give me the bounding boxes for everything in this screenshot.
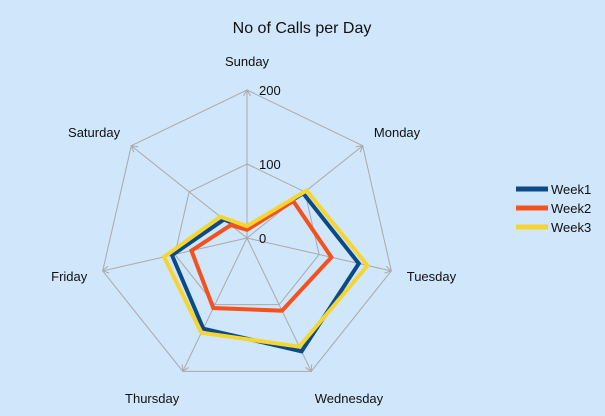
category-label-friday: Friday: [51, 269, 88, 284]
spoke-thursday: [182, 237, 248, 372]
spoke-arrow-sunday: [243, 89, 251, 97]
legend: Week1 Week2 Week3: [516, 182, 591, 235]
series-layer: [161, 187, 371, 354]
spoke-arrow-thursday: [181, 364, 189, 373]
spoke-arrow-wednesday: [305, 364, 313, 373]
series-week3: [161, 187, 371, 349]
grid-ring-1: [174, 163, 320, 306]
category-label-monday: Monday: [374, 125, 421, 140]
legend-label-week2: Week2: [551, 201, 591, 216]
spoke-arrow-monday: [355, 145, 364, 153]
category-label-tuesday: Tuesday: [407, 269, 457, 284]
tick-label: 200: [259, 83, 281, 98]
chart-title: No of Calls per Day: [233, 20, 372, 37]
tick-label: 100: [259, 157, 281, 172]
category-label-saturday: Saturday: [68, 125, 121, 140]
spoke-arrow-saturday: [130, 145, 139, 153]
category-label-thursday: Thursday: [125, 391, 180, 406]
grid-ring-2: [102, 89, 392, 372]
legend-label-week3: Week3: [551, 220, 591, 235]
series-week2: [189, 198, 334, 313]
tick-label: 0: [259, 231, 266, 246]
legend-label-week1: Week1: [551, 182, 591, 197]
category-label-sunday: Sunday: [225, 54, 270, 69]
spoke-arrow-friday: [101, 265, 110, 274]
category-label-wednesday: Wednesday: [315, 391, 384, 406]
spoke-arrow-tuesday: [384, 265, 393, 274]
category-labels: Sunday Monday Tuesday Wednesday Thursday Frid…: [51, 54, 456, 406]
tick-labels: 0 100 200: [259, 83, 281, 246]
